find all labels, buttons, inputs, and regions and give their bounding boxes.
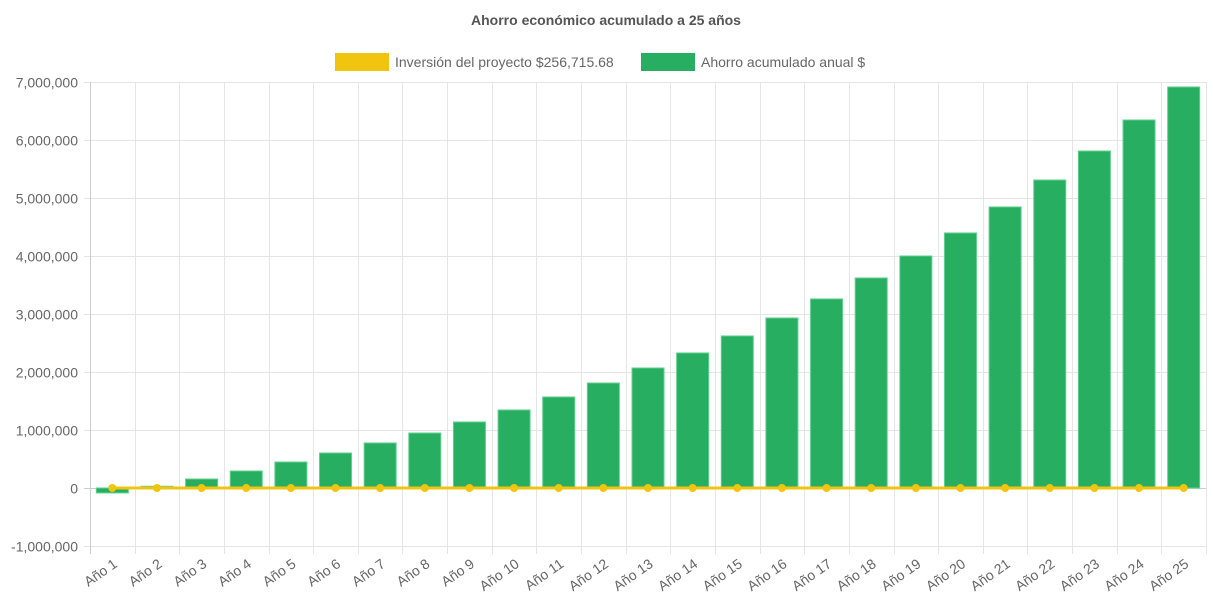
point-investment <box>644 484 652 492</box>
legend-item-investment[interactable]: Inversión del proyecto $256,715.68 <box>335 53 614 71</box>
x-tick-label: Año 20 <box>923 555 969 594</box>
legend-item-savings[interactable]: Ahorro acumulado anual $ <box>641 53 865 71</box>
x-tick-label: Año 16 <box>744 555 790 594</box>
x-tick-label: Año 11 <box>522 555 567 593</box>
point-investment <box>465 484 474 492</box>
bar-savings <box>408 432 442 489</box>
point-investment <box>688 484 697 492</box>
x-tick-label: Año 7 <box>349 555 388 589</box>
point-investment <box>376 484 385 492</box>
legend-swatch-investment <box>335 53 389 71</box>
point-investment <box>1001 484 1010 492</box>
point-investment <box>777 484 786 492</box>
x-tick-label: Año 1 <box>81 555 120 589</box>
x-axis: Año 1 Año 2 Año 3 Año 4 Año 5 Año 6 Año 7 Año 8… <box>81 555 1192 594</box>
point-investment <box>331 484 340 492</box>
bar-savings <box>497 409 531 489</box>
x-tick-label: Año 2 <box>126 555 165 589</box>
legend-label-investment: Inversión del proyecto $256,715.68 <box>395 54 614 70</box>
x-tick-label: Año 13 <box>610 555 656 594</box>
y-tick-label: 6,000,000 <box>16 133 78 149</box>
x-tick-label: Año 25 <box>1146 555 1192 594</box>
bar-savings <box>899 255 933 489</box>
bar-savings <box>1033 179 1067 489</box>
point-investment <box>152 484 161 492</box>
y-tick-label: 7,000,000 <box>16 75 78 91</box>
bar-savings <box>765 317 799 489</box>
y-tick-label: 2,000,000 <box>16 365 78 381</box>
x-tick-label: Año 6 <box>304 555 343 589</box>
x-tick-label: Año 17 <box>789 555 835 594</box>
bars <box>95 86 1201 494</box>
point-investment <box>733 484 742 492</box>
x-tick-label: Año 22 <box>1012 555 1058 594</box>
point-investment <box>420 484 429 492</box>
point-investment <box>867 484 876 492</box>
bar-savings <box>943 232 977 489</box>
point-investment <box>956 484 965 492</box>
x-tick-label: Año 9 <box>438 555 477 589</box>
point-investment <box>599 484 608 492</box>
bar-savings <box>854 277 888 489</box>
bar-savings <box>1077 150 1111 489</box>
x-tick-label: Año 12 <box>566 555 612 594</box>
point-investment <box>197 484 206 492</box>
legend: Inversión del proyecto $256,715.68 Ahorr… <box>335 53 865 71</box>
point-investment <box>822 484 831 492</box>
bar-savings <box>363 442 397 489</box>
investment-line <box>108 484 1188 492</box>
point-investment <box>1045 484 1054 492</box>
x-tick-label: Año 24 <box>1101 555 1147 594</box>
chart-title: Ahorro económico acumulado a 25 años <box>471 12 741 28</box>
bar-savings <box>1122 119 1156 489</box>
bar-savings <box>452 421 486 489</box>
point-investment <box>1090 484 1099 492</box>
legend-label-savings: Ahorro acumulado anual $ <box>701 54 865 70</box>
x-tick-label: Año 5 <box>259 555 298 589</box>
point-investment <box>554 484 563 492</box>
x-tick-label: Año 18 <box>833 555 879 594</box>
bar-savings <box>542 396 576 489</box>
y-tick-label: 0 <box>70 481 78 497</box>
bar-savings <box>274 461 308 489</box>
point-investment <box>911 484 920 492</box>
y-tick-label: 4,000,000 <box>16 249 78 265</box>
y-tick-label: 1,000,000 <box>16 423 78 439</box>
x-tick-label: Año 19 <box>878 555 924 594</box>
point-investment <box>108 484 117 492</box>
point-investment <box>242 484 251 492</box>
y-tick-label: 3,000,000 <box>16 307 78 323</box>
x-tick-label: Año 4 <box>215 555 254 589</box>
point-investment <box>1179 484 1188 492</box>
bar-savings <box>676 352 710 489</box>
bar-savings <box>586 382 620 489</box>
x-tick-label: Año 8 <box>393 555 432 589</box>
bar-savings <box>631 367 665 489</box>
grid <box>84 82 1207 554</box>
bar-savings <box>810 298 844 489</box>
bar-savings <box>319 452 353 489</box>
x-tick-label: Año 10 <box>476 555 522 594</box>
x-tick-label: Año 3 <box>170 555 209 589</box>
x-tick-label: Año 21 <box>967 555 1013 594</box>
legend-swatch-savings <box>641 53 695 71</box>
y-tick-label: -1,000,000 <box>11 539 78 555</box>
y-axis: -1,000,000 0 1,000,000 2,000,000 3,000,000 4,… <box>11 75 78 555</box>
y-tick-label: 5,000,000 <box>16 191 78 207</box>
bar-savings <box>988 206 1022 489</box>
point-investment <box>1135 484 1144 492</box>
x-tick-label: Año 15 <box>699 555 745 594</box>
bar-savings <box>720 335 754 489</box>
point-investment <box>286 484 295 492</box>
point-investment <box>510 484 519 492</box>
x-tick-label: Año 14 <box>655 555 701 594</box>
bar-savings <box>1167 86 1201 489</box>
x-tick-label: Año 23 <box>1057 555 1103 594</box>
